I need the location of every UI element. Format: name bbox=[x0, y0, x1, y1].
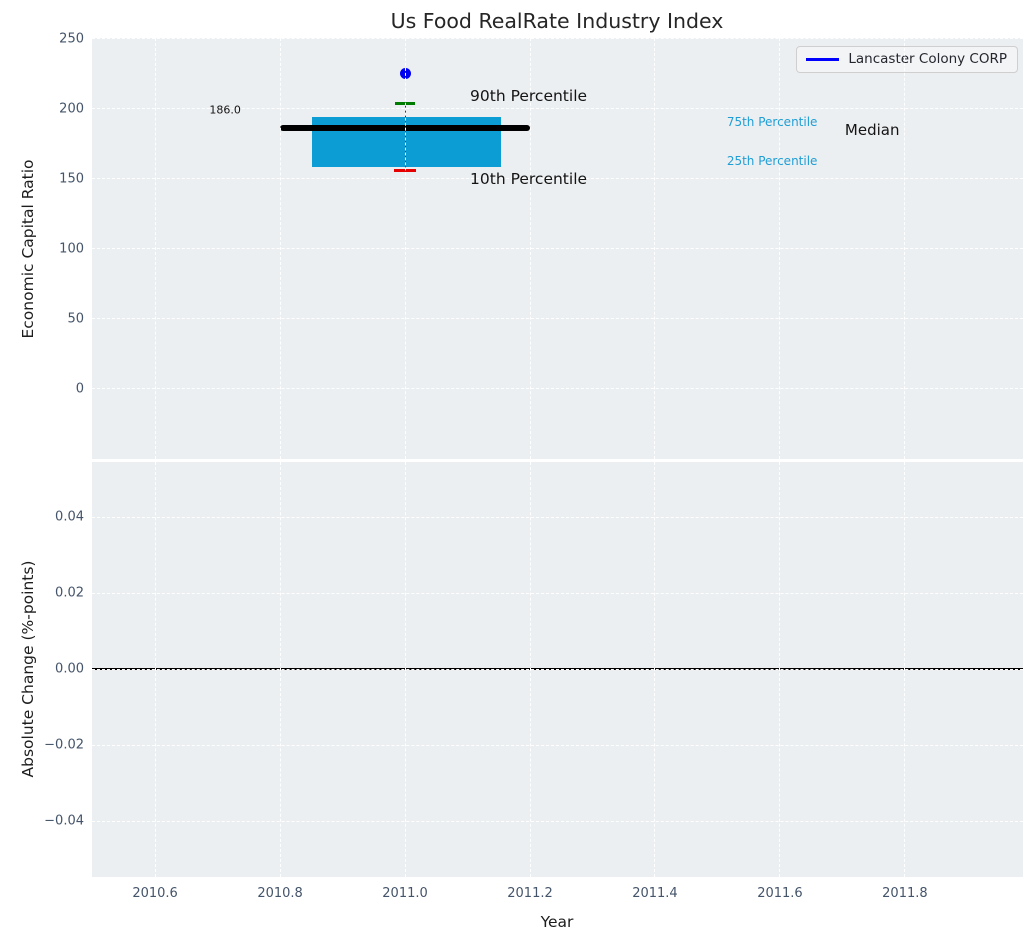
legend: Lancaster Colony CORP bbox=[796, 46, 1018, 73]
y-tick-label: 100 bbox=[59, 241, 84, 257]
x-axis-label: Year bbox=[540, 913, 574, 931]
chart-title: Us Food RealRate Industry Index bbox=[390, 9, 724, 33]
p90-label-annotation: 90th Percentile bbox=[470, 87, 588, 106]
top-subplot: Lancaster Colony CORP 0 50 100 150 200 250 90t… bbox=[59, 31, 1023, 459]
p25-label-annotation: 25th Percentile bbox=[726, 154, 818, 169]
y-tick-label: 50 bbox=[67, 311, 84, 327]
x-tick-label: 2011.8 bbox=[882, 886, 928, 901]
median-value-annotation: 186.0 bbox=[209, 103, 241, 117]
gridline-horizontal bbox=[92, 744, 1023, 746]
x-tick-label: 2011.4 bbox=[632, 886, 678, 901]
p10-label-annotation: 10th Percentile bbox=[470, 169, 588, 188]
y-tick-label: −0.02 bbox=[44, 737, 84, 753]
y-tick-label: 150 bbox=[59, 171, 84, 187]
y-tick-label: 0 bbox=[75, 381, 84, 397]
y-axis-label-top: Economic Capital Ratio bbox=[19, 159, 37, 339]
gridline-horizontal bbox=[92, 592, 1023, 594]
gridline-horizontal bbox=[92, 668, 1023, 670]
y-tick-label: 0.00 bbox=[55, 661, 84, 677]
gridline-horizontal bbox=[92, 178, 1023, 180]
legend-line-swatch bbox=[806, 57, 840, 61]
y-tick-label: 250 bbox=[59, 31, 84, 47]
x-tick-label: 2011.0 bbox=[382, 886, 428, 901]
gridline-horizontal bbox=[92, 108, 1023, 110]
gridline-horizontal bbox=[92, 38, 1023, 40]
gridline-horizontal bbox=[92, 248, 1023, 250]
gridline-horizontal bbox=[92, 516, 1023, 518]
x-tick-label: 2011.2 bbox=[507, 886, 553, 901]
percentile-box bbox=[311, 116, 502, 167]
x-tick-label: 2011.6 bbox=[757, 886, 803, 901]
gridline-horizontal bbox=[92, 388, 1023, 390]
y-axis-label-bottom: Absolute Change (%-points) bbox=[19, 560, 37, 778]
legend-label: Lancaster Colony CORP bbox=[848, 51, 1007, 67]
x-tick-label: 2010.6 bbox=[132, 886, 178, 901]
y-tick-label: 200 bbox=[59, 101, 84, 117]
gridline-horizontal bbox=[92, 318, 1023, 320]
bottom-subplot: −0.04 −0.02 0.00 0.02 0.04 2010.6 2010.8 2011.0… bbox=[44, 462, 1023, 901]
median-label-annotation: Median bbox=[844, 120, 900, 139]
x-tick-label: 2010.8 bbox=[257, 886, 303, 901]
y-tick-label: 0.04 bbox=[55, 509, 84, 525]
y-tick-label: 0.02 bbox=[55, 585, 84, 601]
p75-label-annotation: 75th Percentile bbox=[726, 115, 818, 130]
gridline-horizontal bbox=[92, 820, 1023, 822]
y-tick-label: −0.04 bbox=[44, 813, 84, 829]
